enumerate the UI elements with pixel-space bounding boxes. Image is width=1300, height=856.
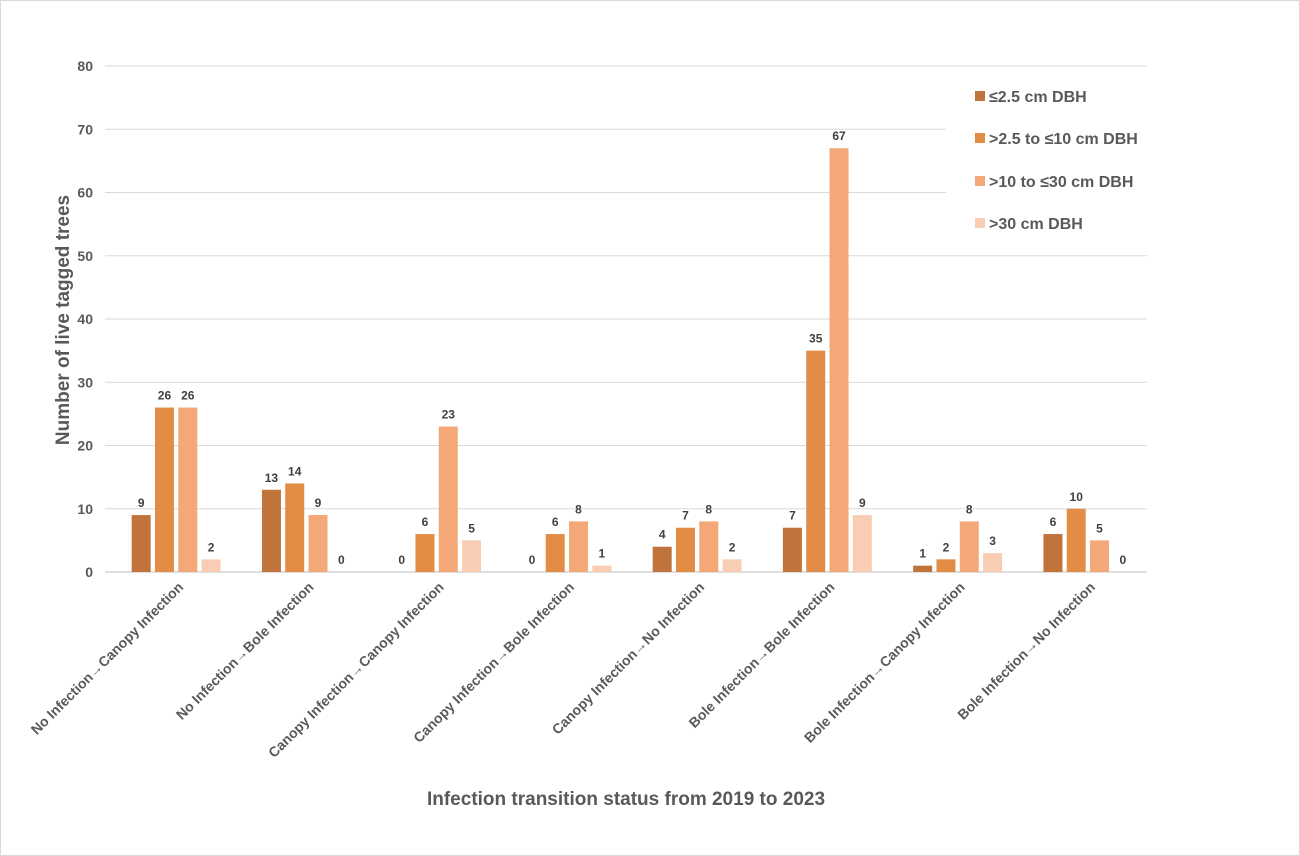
bar [1043, 534, 1063, 572]
y-tick-label: 50 [77, 248, 93, 264]
y-tick-label: 70 [77, 121, 93, 137]
data-label: 1 [598, 547, 605, 561]
legend-swatch [975, 91, 985, 101]
bars [131, 148, 1110, 572]
data-label: 8 [575, 502, 582, 516]
bar [545, 534, 565, 572]
bar [308, 515, 328, 572]
legend-label: >10 to ≤30 cm DBH [989, 174, 1133, 191]
legend-label: ≤2.5 cm DBH [989, 89, 1087, 106]
data-label: 9 [138, 496, 145, 510]
data-label: 0 [338, 553, 345, 567]
bar [782, 527, 802, 572]
data-label: 1 [919, 547, 926, 561]
y-tick-label: 30 [77, 374, 93, 390]
bar [936, 559, 956, 572]
bar [722, 559, 742, 572]
bar [592, 565, 612, 572]
data-label: 8 [705, 502, 712, 516]
data-label: 5 [1096, 521, 1103, 535]
bar [983, 553, 1003, 572]
data-label: 26 [181, 389, 195, 403]
bar [569, 521, 589, 572]
data-label: 2 [729, 540, 736, 554]
x-tick-label: Bole Infection→Canopy Infection [801, 579, 968, 746]
legend: ≤2.5 cm DBH >2.5 to ≤10 cm DBH >10 to ≤30 … [946, 70, 1158, 250]
x-tick-label: No Infection→Bole Infection [173, 579, 317, 723]
x-tick-label: Canopy Infection→No Infection [549, 579, 708, 738]
bar [154, 407, 174, 572]
data-label: 0 [398, 553, 405, 567]
bar [675, 527, 695, 572]
bar [462, 540, 482, 572]
x-tick-label: Bole Infection→Bole Infection [685, 579, 837, 731]
y-tick-label: 80 [77, 58, 93, 74]
data-label: 2 [943, 540, 950, 554]
bar [131, 515, 151, 572]
y-tick-label: 0 [85, 564, 93, 580]
bar [285, 483, 305, 572]
bar [652, 546, 672, 572]
data-label: 13 [265, 471, 279, 485]
data-label: 7 [789, 509, 796, 523]
data-label: 6 [1050, 515, 1057, 529]
bar [913, 565, 933, 572]
y-tick-label: 40 [77, 311, 93, 327]
x-axis-title: Infection transition status from 2019 to… [427, 789, 825, 810]
data-label: 3 [989, 534, 996, 548]
data-label: 26 [158, 389, 172, 403]
data-label: 23 [442, 408, 456, 422]
bar [201, 559, 221, 572]
x-tick-label: No Infection→Canopy Infection [28, 579, 187, 738]
bar [178, 407, 198, 572]
legend-label: >30 cm DBH [989, 216, 1083, 233]
y-tick-label: 60 [77, 185, 93, 201]
data-label: 10 [1070, 490, 1084, 504]
data-label: 9 [315, 496, 322, 510]
data-label: 35 [809, 332, 823, 346]
y-axis-ticks: 0 10 20 30 40 50 60 70 80 [77, 58, 93, 580]
data-label: 5 [468, 521, 475, 535]
data-label: 9 [859, 496, 866, 510]
y-tick-label: 10 [77, 501, 93, 517]
data-label: 0 [529, 553, 536, 567]
x-tick-label: Canopy Infection→Bole Infection [410, 579, 577, 746]
bar [261, 489, 281, 572]
bar [829, 148, 849, 572]
legend-swatch [975, 218, 985, 228]
data-label: 7 [682, 509, 689, 523]
legend-swatch [975, 176, 985, 186]
data-label: 6 [422, 515, 429, 529]
data-label: 6 [552, 515, 559, 529]
bar [852, 515, 872, 572]
data-label: 14 [288, 464, 302, 478]
bar [438, 426, 458, 572]
bar [959, 521, 979, 572]
y-axis-title: Number of live tagged trees [53, 195, 74, 445]
data-label: 2 [208, 540, 215, 554]
x-tick-label: Bole Infection→No Infection [954, 579, 1098, 723]
data-label: 0 [1119, 553, 1126, 567]
legend-swatch [975, 133, 985, 143]
bar [1090, 540, 1110, 572]
bar [699, 521, 719, 572]
data-label: 8 [966, 502, 973, 516]
data-label: 67 [832, 129, 846, 143]
bar [1066, 508, 1086, 572]
legend-label: >2.5 to ≤10 cm DBH [989, 131, 1138, 148]
bar [415, 534, 435, 572]
data-label: 4 [659, 528, 666, 542]
y-tick-label: 20 [77, 438, 93, 454]
bar [806, 350, 826, 572]
